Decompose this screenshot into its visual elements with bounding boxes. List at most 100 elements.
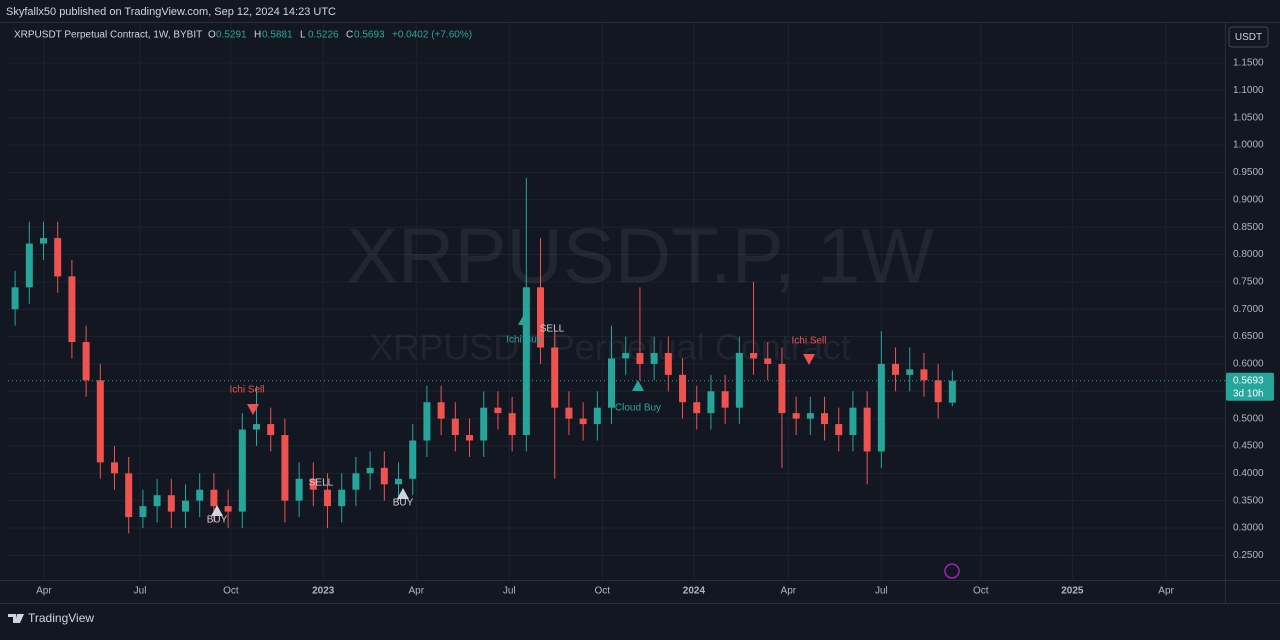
ohlc-value: 0.5291: [216, 30, 247, 41]
y-tick-label: 0.6000: [1233, 359, 1264, 370]
candle-body: [25, 243, 33, 288]
y-tick-label: 0.3500: [1233, 495, 1264, 506]
publisher: Skyfallx50 published on TradingView.com,…: [6, 6, 336, 18]
y-tick-label: 1.0500: [1233, 112, 1264, 123]
candle-body: [551, 347, 559, 408]
signal-marker: [803, 354, 815, 365]
ohlc-key: C: [346, 30, 353, 41]
x-tick-label: 2025: [1061, 586, 1084, 597]
candle-body: [125, 473, 133, 518]
candle-body: [96, 380, 104, 463]
y-tick-label: 0.7000: [1233, 304, 1264, 315]
candle-body: [693, 402, 701, 414]
x-tick-label: Oct: [595, 586, 611, 597]
candle-body: [664, 352, 672, 375]
candle-body: [224, 506, 232, 512]
candle-body: [494, 407, 502, 414]
brand: TradingView: [28, 611, 94, 625]
x-tick-label: 2023: [312, 586, 335, 597]
x-tick-label: Jul: [134, 586, 147, 597]
candle-body: [480, 407, 488, 441]
candle-body: [395, 478, 403, 485]
y-tick-label: 1.0000: [1233, 140, 1264, 151]
currency-button[interactable]: [1228, 26, 1269, 48]
candle-body: [68, 276, 76, 343]
candle-body: [366, 467, 374, 474]
x-tick-label: Oct: [223, 586, 239, 597]
y-tick-label: 0.8500: [1233, 222, 1264, 233]
y-tick-label: 0.9500: [1233, 167, 1264, 178]
x-tick-label: Apr: [1158, 586, 1174, 597]
countdown: 3d 10h: [1233, 388, 1264, 399]
candle-body: [253, 424, 261, 430]
x-tick-label: Apr: [781, 586, 797, 597]
x-tick-label: Apr: [408, 586, 424, 597]
y-tick-label: 0.8000: [1233, 249, 1264, 260]
candle-body: [778, 363, 786, 414]
annotation: Ichi Sell: [791, 336, 826, 347]
candle-body: [380, 467, 388, 485]
candle-body: [167, 495, 175, 512]
candle-body: [210, 489, 218, 507]
candle-body: [863, 407, 871, 452]
candle-body: [608, 358, 616, 408]
logo: [8, 614, 24, 623]
currency[interactable]: USDT: [1235, 32, 1262, 43]
candle-body: [636, 352, 644, 364]
candle-body: [111, 462, 119, 474]
candle-body: [281, 435, 289, 501]
y-tick-label: 0.6500: [1233, 331, 1264, 342]
candle-body: [11, 287, 19, 310]
candle-body: [764, 358, 772, 364]
candle-body: [466, 435, 474, 441]
candle-body: [565, 407, 573, 419]
candle-body: [537, 287, 545, 348]
candle-body: [40, 238, 48, 244]
candle-body: [309, 478, 317, 490]
candle-body: [821, 413, 829, 425]
price-tag: [1226, 372, 1274, 401]
ohlc-key: O: [208, 30, 216, 41]
candle-body: [324, 489, 332, 507]
y-tick-label: 0.7500: [1233, 276, 1264, 287]
signal-marker: [211, 505, 223, 516]
candle-body: [650, 352, 658, 364]
candle-body: [906, 369, 914, 375]
candle-body: [920, 369, 928, 381]
change: +0.0402 (+7.60%): [392, 30, 472, 41]
annotation: SELL: [309, 478, 334, 489]
y-tick-label: 0.5000: [1233, 413, 1264, 424]
candle-body: [338, 489, 346, 507]
candle-body: [522, 287, 530, 436]
ohlc-key: H: [254, 30, 261, 41]
candle-body: [948, 380, 956, 403]
events-icon[interactable]: [944, 563, 960, 579]
candle-body: [750, 352, 758, 359]
candle-body: [849, 407, 857, 436]
candle-body: [721, 391, 729, 408]
candle-body: [295, 478, 303, 501]
y-tick-label: 0.4000: [1233, 468, 1264, 479]
candle-body: [196, 489, 204, 501]
y-tick-label: 1.1000: [1233, 85, 1264, 96]
ohlc-value: 0.5881: [262, 30, 293, 41]
candle-body: [139, 506, 147, 518]
annotation: BUY: [207, 515, 228, 526]
candle-body: [792, 413, 800, 419]
candle-body: [835, 424, 843, 436]
candle-body: [622, 352, 630, 359]
candle-body: [451, 418, 459, 436]
ohlc-key: L: [300, 30, 306, 41]
signal-marker: [397, 488, 409, 499]
candle-body: [593, 407, 601, 425]
y-tick-label: 0.3000: [1233, 523, 1264, 534]
candle-body: [54, 238, 62, 277]
y-tick-label: 0.2500: [1233, 550, 1264, 561]
candle-body: [508, 413, 516, 436]
candle-body: [182, 500, 190, 512]
signal-marker: [518, 314, 530, 325]
watermark: XRPUSDT.P, 1W: [346, 212, 934, 300]
annotation: Cloud Buy: [615, 403, 661, 414]
